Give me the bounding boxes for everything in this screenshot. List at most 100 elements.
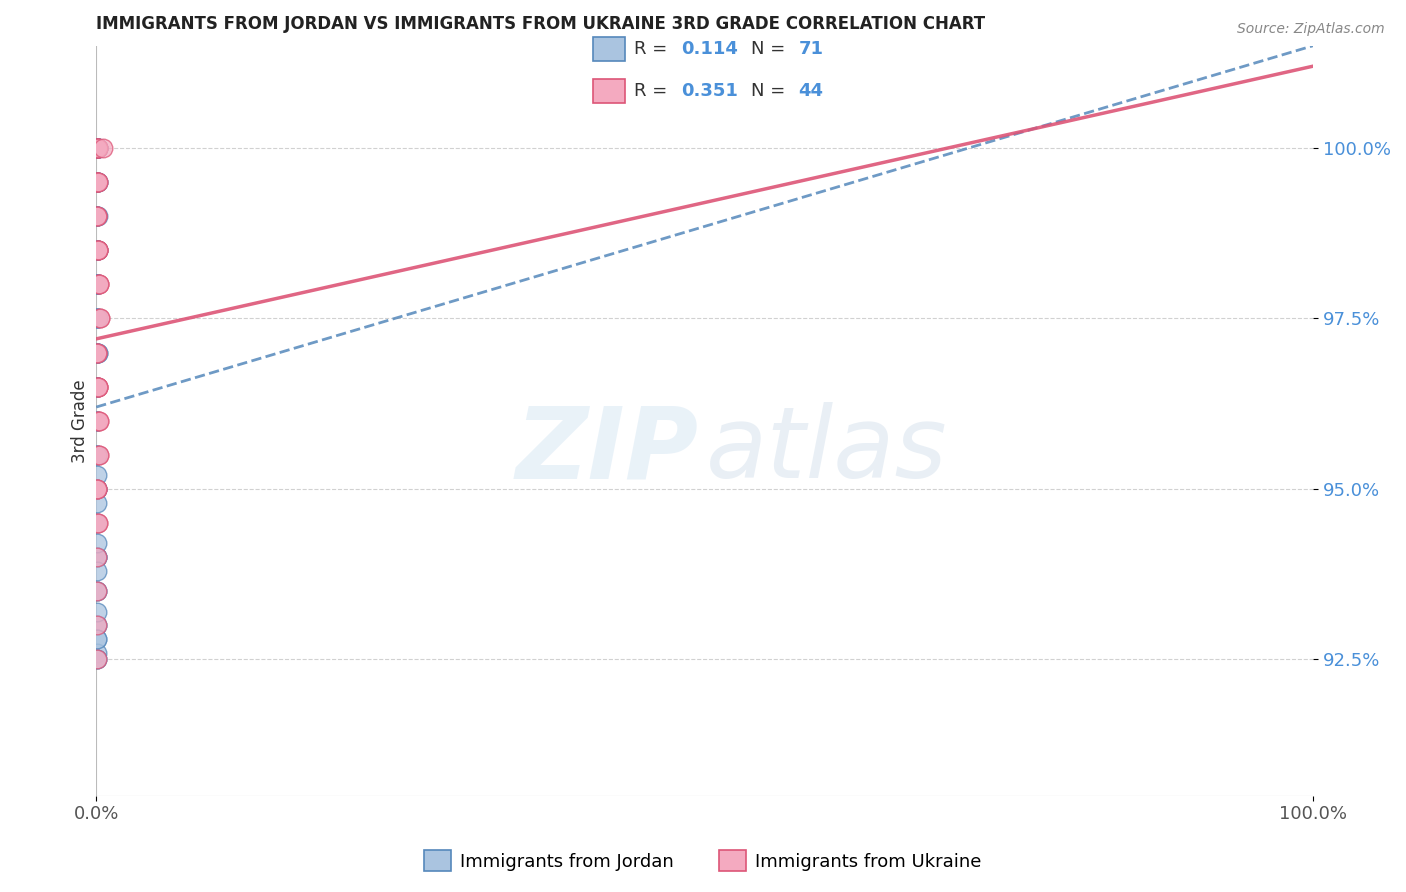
Point bbox=[86, 209, 108, 223]
Point bbox=[86, 244, 108, 258]
Point bbox=[86, 379, 108, 393]
Point bbox=[86, 618, 108, 632]
Point bbox=[86, 414, 108, 428]
Text: 44: 44 bbox=[799, 82, 824, 100]
Point bbox=[86, 244, 108, 258]
Point bbox=[86, 482, 108, 496]
Point bbox=[86, 536, 108, 550]
Point bbox=[86, 141, 108, 155]
Point bbox=[86, 345, 108, 359]
Legend: Immigrants from Jordan, Immigrants from Ukraine: Immigrants from Jordan, Immigrants from … bbox=[418, 843, 988, 879]
Point bbox=[86, 277, 108, 292]
Point bbox=[86, 632, 108, 646]
Point bbox=[86, 652, 108, 666]
Point bbox=[86, 550, 108, 565]
Point bbox=[86, 345, 108, 359]
Point bbox=[86, 141, 108, 155]
Point bbox=[86, 414, 108, 428]
Text: ZIP: ZIP bbox=[516, 402, 699, 500]
Point bbox=[86, 345, 108, 359]
Point bbox=[86, 141, 108, 155]
Point bbox=[87, 244, 110, 258]
Point bbox=[87, 175, 110, 189]
Text: N =: N = bbox=[751, 40, 792, 58]
Point bbox=[86, 379, 108, 393]
Point bbox=[86, 141, 108, 155]
Point bbox=[87, 379, 110, 393]
Point bbox=[86, 516, 108, 530]
Point bbox=[86, 311, 108, 326]
Point bbox=[87, 244, 110, 258]
Point bbox=[89, 277, 111, 292]
Point bbox=[87, 141, 110, 155]
Point bbox=[86, 175, 108, 189]
Text: 0.114: 0.114 bbox=[682, 40, 738, 58]
Point bbox=[86, 550, 108, 565]
Point bbox=[86, 448, 108, 462]
Point bbox=[89, 448, 111, 462]
Text: 0.351: 0.351 bbox=[682, 82, 738, 100]
Point bbox=[89, 311, 111, 326]
Point bbox=[86, 141, 108, 155]
Point bbox=[86, 311, 108, 326]
Y-axis label: 3rd Grade: 3rd Grade bbox=[72, 379, 89, 463]
Text: IMMIGRANTS FROM JORDAN VS IMMIGRANTS FROM UKRAINE 3RD GRADE CORRELATION CHART: IMMIGRANTS FROM JORDAN VS IMMIGRANTS FRO… bbox=[96, 15, 986, 33]
Point bbox=[87, 414, 110, 428]
Point bbox=[86, 141, 108, 155]
Point bbox=[87, 175, 110, 189]
Point bbox=[86, 209, 108, 223]
Point bbox=[86, 209, 108, 223]
Point bbox=[86, 550, 108, 565]
Point bbox=[86, 345, 108, 359]
Point bbox=[86, 175, 108, 189]
Point bbox=[86, 209, 108, 223]
Point bbox=[86, 646, 108, 660]
Point bbox=[86, 141, 108, 155]
Point bbox=[86, 618, 108, 632]
Point bbox=[86, 175, 108, 189]
Point bbox=[87, 414, 110, 428]
Point bbox=[86, 468, 108, 483]
Point bbox=[86, 277, 108, 292]
Point bbox=[86, 244, 108, 258]
Point bbox=[86, 482, 108, 496]
Point bbox=[87, 345, 110, 359]
Point bbox=[86, 414, 108, 428]
Point bbox=[86, 345, 108, 359]
Point bbox=[89, 448, 111, 462]
Point bbox=[87, 516, 110, 530]
Point bbox=[86, 311, 108, 326]
Point bbox=[86, 175, 108, 189]
Point bbox=[86, 516, 108, 530]
Point bbox=[86, 448, 108, 462]
Point bbox=[87, 379, 110, 393]
Point bbox=[86, 345, 108, 359]
Point bbox=[87, 277, 110, 292]
Point bbox=[86, 564, 108, 578]
FancyBboxPatch shape bbox=[593, 79, 624, 103]
Point bbox=[87, 277, 110, 292]
Point bbox=[87, 244, 110, 258]
Text: N =: N = bbox=[751, 82, 792, 100]
Point bbox=[86, 605, 108, 619]
Point bbox=[87, 141, 110, 155]
Point bbox=[86, 209, 108, 223]
Point bbox=[86, 311, 108, 326]
Point bbox=[86, 448, 108, 462]
Point bbox=[86, 175, 108, 189]
Point bbox=[86, 584, 108, 599]
Point bbox=[86, 141, 108, 155]
Point bbox=[87, 141, 110, 155]
Point bbox=[86, 277, 108, 292]
Point bbox=[86, 584, 108, 599]
Point bbox=[86, 141, 108, 155]
Point bbox=[86, 175, 108, 189]
Point bbox=[87, 277, 110, 292]
Point bbox=[86, 482, 108, 496]
Point bbox=[86, 584, 108, 599]
Point bbox=[86, 209, 108, 223]
Point bbox=[86, 141, 108, 155]
Point bbox=[89, 311, 111, 326]
Point bbox=[86, 379, 108, 393]
Point bbox=[86, 652, 108, 666]
